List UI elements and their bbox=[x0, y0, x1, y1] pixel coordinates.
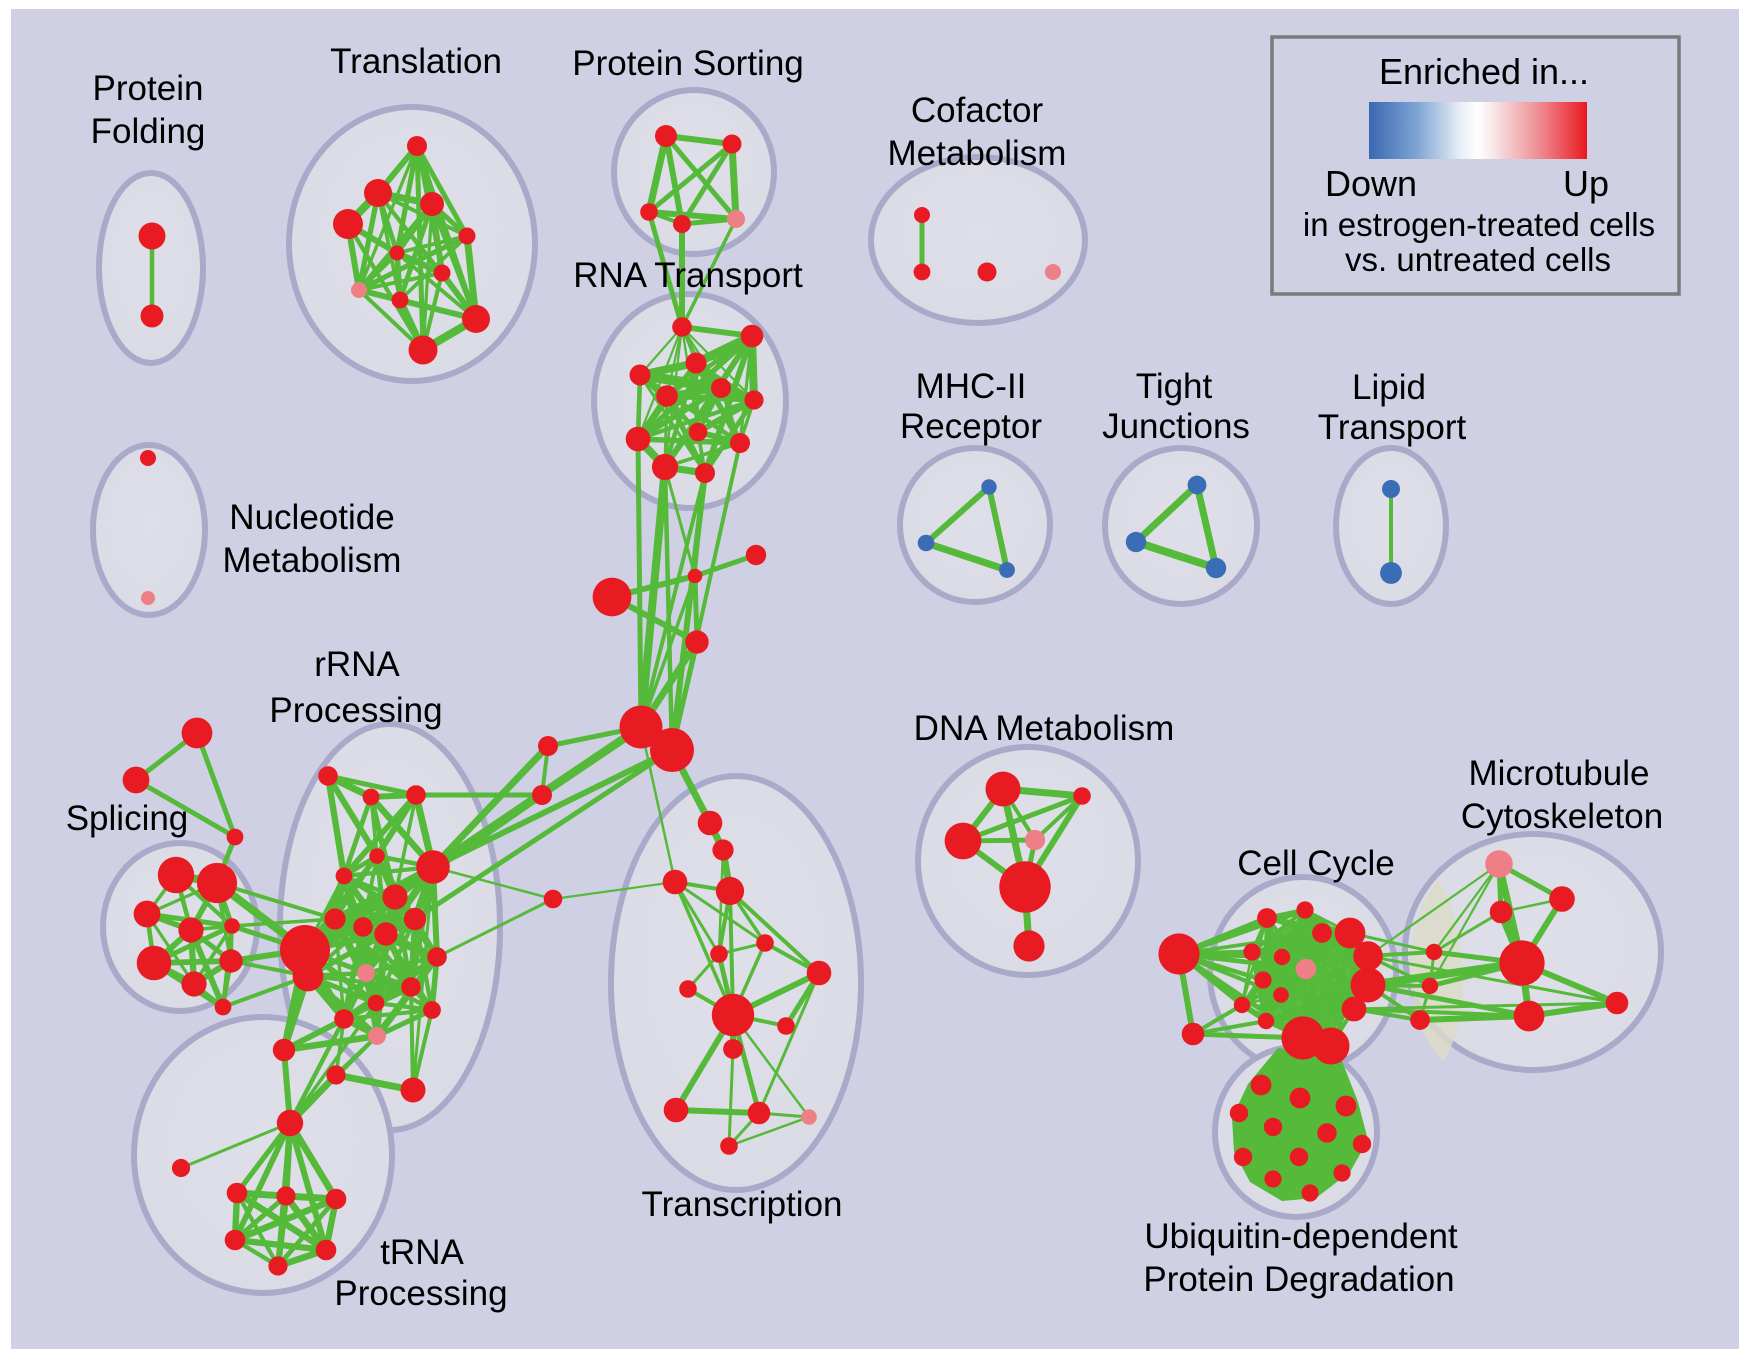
svg-text:Transcription: Transcription bbox=[642, 1185, 843, 1224]
svg-text:Protein Degradation: Protein Degradation bbox=[1143, 1260, 1454, 1299]
svg-text:rRNA: rRNA bbox=[314, 645, 400, 684]
svg-text:Splicing: Splicing bbox=[66, 799, 189, 838]
svg-text:RNA Transport: RNA Transport bbox=[573, 256, 803, 295]
svg-text:in estrogen-treated cells: in estrogen-treated cells bbox=[1303, 206, 1655, 243]
svg-text:Cofactor: Cofactor bbox=[911, 91, 1044, 130]
svg-text:Translation: Translation bbox=[330, 42, 502, 81]
svg-text:Cell Cycle: Cell Cycle bbox=[1237, 844, 1395, 883]
svg-text:MHC-II: MHC-II bbox=[916, 367, 1027, 406]
svg-text:Metabolism: Metabolism bbox=[223, 541, 402, 580]
svg-text:vs. untreated cells: vs. untreated cells bbox=[1345, 241, 1611, 278]
svg-text:Protein: Protein bbox=[93, 69, 204, 108]
svg-text:Lipid: Lipid bbox=[1352, 368, 1426, 407]
svg-text:Receptor: Receptor bbox=[900, 407, 1042, 446]
svg-text:Ubiquitin-dependent: Ubiquitin-dependent bbox=[1144, 1217, 1458, 1256]
svg-text:Cytoskeleton: Cytoskeleton bbox=[1461, 797, 1663, 836]
svg-text:Processing: Processing bbox=[269, 691, 442, 730]
svg-text:Folding: Folding bbox=[91, 112, 206, 151]
svg-text:Metabolism: Metabolism bbox=[888, 134, 1067, 173]
svg-text:Nucleotide: Nucleotide bbox=[229, 498, 394, 537]
svg-text:Up: Up bbox=[1563, 163, 1609, 204]
svg-text:Microtubule: Microtubule bbox=[1469, 754, 1650, 793]
svg-text:Junctions: Junctions bbox=[1102, 407, 1250, 446]
svg-text:Enriched in...: Enriched in... bbox=[1379, 51, 1589, 92]
svg-text:Protein Sorting: Protein Sorting bbox=[572, 44, 804, 83]
svg-text:Processing: Processing bbox=[334, 1274, 507, 1313]
svg-text:tRNA: tRNA bbox=[380, 1233, 464, 1272]
svg-text:DNA Metabolism: DNA Metabolism bbox=[914, 709, 1175, 748]
svg-text:Tight: Tight bbox=[1136, 367, 1213, 406]
svg-text:Transport: Transport bbox=[1318, 408, 1467, 447]
svg-text:Down: Down bbox=[1325, 163, 1417, 204]
